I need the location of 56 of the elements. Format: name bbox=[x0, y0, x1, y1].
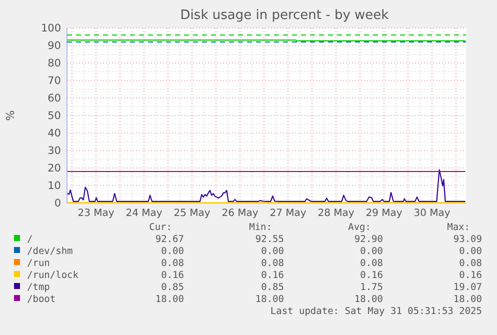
y-tick-label: 0 bbox=[54, 197, 61, 210]
x-tick-label: 23 May bbox=[78, 208, 114, 220]
text: Max: bbox=[447, 222, 470, 233]
text: 0.16 bbox=[261, 270, 284, 281]
legend-label: /dev/shm bbox=[27, 246, 74, 257]
text: Min: bbox=[249, 222, 272, 233]
text: 18.00 bbox=[155, 294, 184, 305]
text: 92.55 bbox=[255, 234, 284, 245]
text: 18.00 bbox=[255, 294, 284, 305]
y-tick-label: 10 bbox=[48, 180, 61, 192]
text: 18.00 bbox=[354, 294, 384, 305]
y-tick-label: 20 bbox=[48, 162, 61, 174]
legend-label: /boot bbox=[27, 294, 56, 305]
text: 0.16 bbox=[360, 270, 384, 281]
text: 0.08 bbox=[459, 258, 482, 269]
text: Cur: bbox=[149, 222, 172, 233]
text: 0.00 bbox=[459, 246, 482, 257]
legend-label: /run bbox=[27, 258, 50, 269]
y-tick-label: 70 bbox=[48, 74, 61, 87]
text: 1.75 bbox=[360, 282, 383, 293]
text: 0.00 bbox=[161, 246, 184, 257]
x-tick-label: 24 May bbox=[126, 208, 162, 220]
x-tick-label: 28 May bbox=[318, 208, 354, 220]
text: Avg: bbox=[348, 222, 371, 233]
text: 0.85 bbox=[161, 282, 184, 293]
x-tick-label: 29 May bbox=[366, 208, 402, 220]
x-tick-label: 26 May bbox=[222, 208, 258, 220]
text: 0.16 bbox=[161, 270, 184, 281]
x-tick-label: 30 May bbox=[414, 208, 450, 220]
x-tick-label: 27 May bbox=[270, 208, 306, 220]
y-tick-label: 40 bbox=[48, 127, 61, 140]
text: 0.85 bbox=[261, 282, 284, 293]
legend-label: /tmp bbox=[27, 282, 50, 293]
text: 0.08 bbox=[360, 258, 384, 269]
text: 18.00 bbox=[453, 294, 482, 305]
x-tick-label: 25 May bbox=[174, 208, 210, 220]
text: Last update: Sat May 31 05:31:53 2025 bbox=[270, 306, 482, 317]
y-tick-label: 90 bbox=[48, 40, 61, 52]
y-tick-label: 50 bbox=[48, 110, 61, 122]
y-axis-title: % bbox=[4, 110, 17, 121]
text: 0.00 bbox=[261, 246, 284, 257]
legend-label: /run/lock bbox=[27, 270, 79, 281]
text: 0.08 bbox=[161, 258, 184, 269]
text: 92.67 bbox=[155, 234, 184, 245]
text: 0.08 bbox=[261, 258, 284, 269]
text: 19.07 bbox=[453, 282, 482, 293]
y-tick-label: 30 bbox=[48, 144, 61, 157]
text: 0.16 bbox=[459, 270, 482, 281]
legend-label: / bbox=[27, 234, 33, 245]
text: 0.00 bbox=[360, 246, 384, 257]
y-tick-label: 60 bbox=[48, 92, 61, 104]
text: 92.90 bbox=[354, 234, 384, 245]
y-tick-label: 100 bbox=[40, 22, 61, 34]
chart-title: Disk usage in percent - by week bbox=[180, 8, 390, 23]
y-tick-label: 80 bbox=[48, 57, 61, 70]
text: 93.09 bbox=[453, 234, 482, 245]
